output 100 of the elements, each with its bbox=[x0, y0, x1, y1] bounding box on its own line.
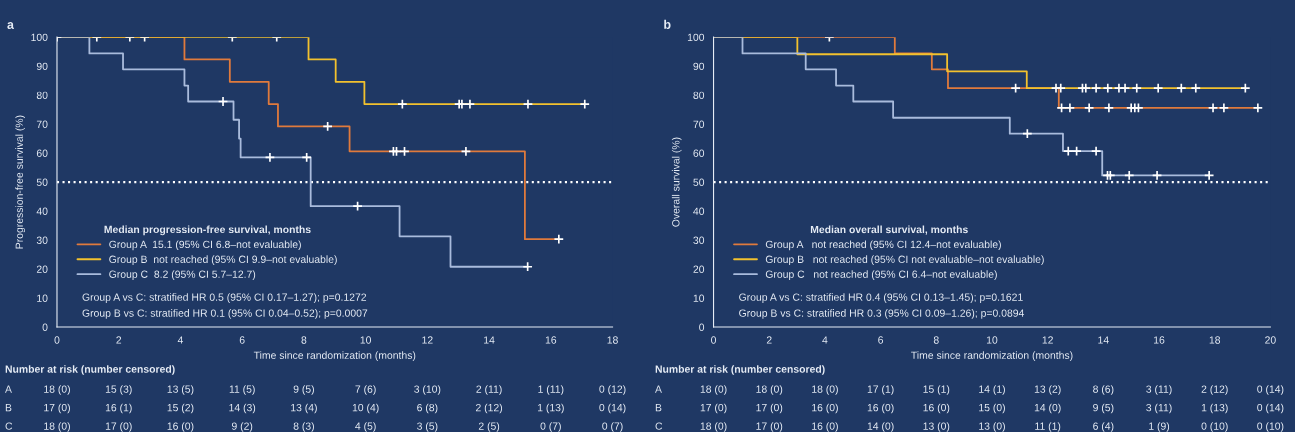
point bbox=[1207, 102, 1219, 114]
point bbox=[1131, 82, 1142, 94]
text: 16 (1) bbox=[105, 403, 132, 414]
text: 14 (3) bbox=[229, 403, 256, 414]
text: 0 (10) bbox=[1257, 422, 1284, 432]
text: 16 (0) bbox=[167, 422, 194, 432]
x-tick-label: 12 bbox=[422, 336, 433, 344]
x-tick-label: 20 bbox=[1265, 336, 1276, 344]
text: Number at risk (number censored) bbox=[655, 365, 825, 375]
text: 0 (14) bbox=[1257, 403, 1284, 414]
text: 17 (0) bbox=[756, 403, 783, 414]
y-tick-label: 0 bbox=[42, 323, 48, 331]
x-tick-label: 18 bbox=[1209, 336, 1221, 344]
text: 15 (0) bbox=[979, 403, 1005, 414]
text: 18 (0) bbox=[700, 422, 727, 432]
text: 0 (10) bbox=[1201, 422, 1228, 432]
x-tick-label: 0 bbox=[711, 336, 717, 344]
point bbox=[1218, 102, 1230, 114]
point bbox=[1064, 102, 1076, 114]
text: 18 (0) bbox=[44, 385, 70, 395]
y-tick-label: 60 bbox=[693, 149, 705, 157]
x-tick-label: 4 bbox=[177, 336, 184, 344]
legend-label: Group A not reached (95% CI 12.4–not evaluable) bbox=[765, 240, 1001, 251]
text: 1 (11) bbox=[538, 385, 564, 395]
legend-label: Group C not reached (95% CI 6.4–not evaluable) bbox=[765, 270, 997, 280]
x-tick-label: 10 bbox=[360, 336, 372, 344]
y-tick-label: 0 bbox=[699, 323, 705, 331]
text: 0 (7) bbox=[540, 422, 561, 432]
text: 2 (11) bbox=[476, 385, 502, 395]
x-tick-label: 6 bbox=[239, 336, 245, 344]
point bbox=[1090, 82, 1102, 94]
text: 18 (0) bbox=[44, 422, 70, 432]
point bbox=[579, 98, 590, 110]
text: 13 (0) bbox=[923, 422, 950, 432]
x-tick-label: 8 bbox=[301, 336, 307, 344]
x-tick-label: 6 bbox=[878, 336, 884, 344]
text: 13 (4) bbox=[291, 403, 317, 414]
text: 14 (0) bbox=[867, 422, 894, 432]
x-tick-label: 16 bbox=[545, 336, 557, 344]
text: 18 (0) bbox=[700, 385, 727, 395]
text: 13 (0) bbox=[979, 422, 1005, 432]
text: 10 (4) bbox=[352, 403, 379, 414]
text: 17 (0) bbox=[700, 403, 727, 414]
point bbox=[522, 98, 534, 110]
x-axis-title: Time since randomization (months) bbox=[911, 351, 1073, 362]
point bbox=[1080, 82, 1092, 94]
text: 0 (12) bbox=[599, 385, 626, 395]
text: 0 (7) bbox=[602, 422, 623, 432]
text: C bbox=[655, 422, 663, 430]
point bbox=[1252, 102, 1264, 114]
y-tick-label: 50 bbox=[36, 178, 48, 186]
text: 17 (0) bbox=[105, 422, 132, 432]
y-axis-title: Progression-free survival (%) bbox=[15, 115, 26, 249]
x-tick-label: 2 bbox=[116, 336, 122, 344]
text: 3 (11) bbox=[1146, 403, 1172, 414]
text: 0 (14) bbox=[1257, 385, 1284, 395]
y-tick-label: 30 bbox=[693, 236, 705, 244]
text: 8 (3) bbox=[293, 422, 314, 432]
y-tick-label: 90 bbox=[693, 62, 705, 71]
point bbox=[464, 98, 476, 110]
annotation: Group A vs C: stratified HR 0.5 (95% CI 0.17–1.27); p=0.1272 bbox=[82, 293, 367, 303]
text: 9 (5) bbox=[1093, 403, 1114, 414]
text: 9 (2) bbox=[231, 422, 253, 432]
point bbox=[1022, 128, 1033, 139]
y-tick-label: 80 bbox=[693, 91, 705, 99]
point bbox=[1103, 102, 1115, 114]
point bbox=[1152, 82, 1164, 94]
y-tick-label: 70 bbox=[36, 120, 48, 128]
x-tick-label: 12 bbox=[1042, 336, 1053, 344]
x-tick-label: 18 bbox=[607, 336, 618, 344]
text: 16 (0) bbox=[812, 403, 838, 414]
y-tick-label: 60 bbox=[36, 149, 48, 157]
x-tick-label: 16 bbox=[1154, 336, 1165, 344]
text: 15 (2) bbox=[167, 403, 194, 414]
y-tick-label: 100 bbox=[687, 33, 705, 42]
point bbox=[1176, 82, 1187, 94]
y-axis-title: Overall survival (%) bbox=[671, 137, 682, 227]
y-tick-label: 10 bbox=[693, 294, 705, 302]
point bbox=[1119, 82, 1131, 94]
text: 2 (12) bbox=[1201, 385, 1228, 395]
text: 8 (6) bbox=[1093, 385, 1114, 395]
text: A bbox=[655, 385, 662, 393]
legend-label: Group B not reached (95% CI not evaluable–not evaluable) bbox=[765, 255, 1044, 266]
text: 16 (0) bbox=[812, 422, 838, 432]
text: 17 (0) bbox=[44, 403, 70, 414]
x-axis-title: Time since randomization (months) bbox=[253, 351, 416, 362]
y-tick-label: 20 bbox=[36, 265, 48, 273]
text: 13 (5) bbox=[167, 385, 194, 395]
x-tick-label: 14 bbox=[1098, 336, 1109, 344]
legend-label: Group A 15.1 (95% CI 6.8–not evaluable) bbox=[109, 240, 301, 251]
y-tick-label: 30 bbox=[36, 236, 48, 244]
text: 1 (9) bbox=[1149, 422, 1170, 432]
chart-title: a bbox=[7, 22, 15, 29]
text: 16 (0) bbox=[923, 403, 950, 414]
text: 13 (2) bbox=[1034, 385, 1061, 395]
y-tick-label: 10 bbox=[37, 294, 48, 302]
y-tick-label: 40 bbox=[693, 207, 705, 215]
text: A bbox=[5, 385, 12, 393]
x-tick-label: 0 bbox=[54, 336, 60, 344]
annotation: Group B vs C: stratified HR 0.1 (95% CI 0.04–0.52); p=0.0007 bbox=[82, 309, 368, 319]
